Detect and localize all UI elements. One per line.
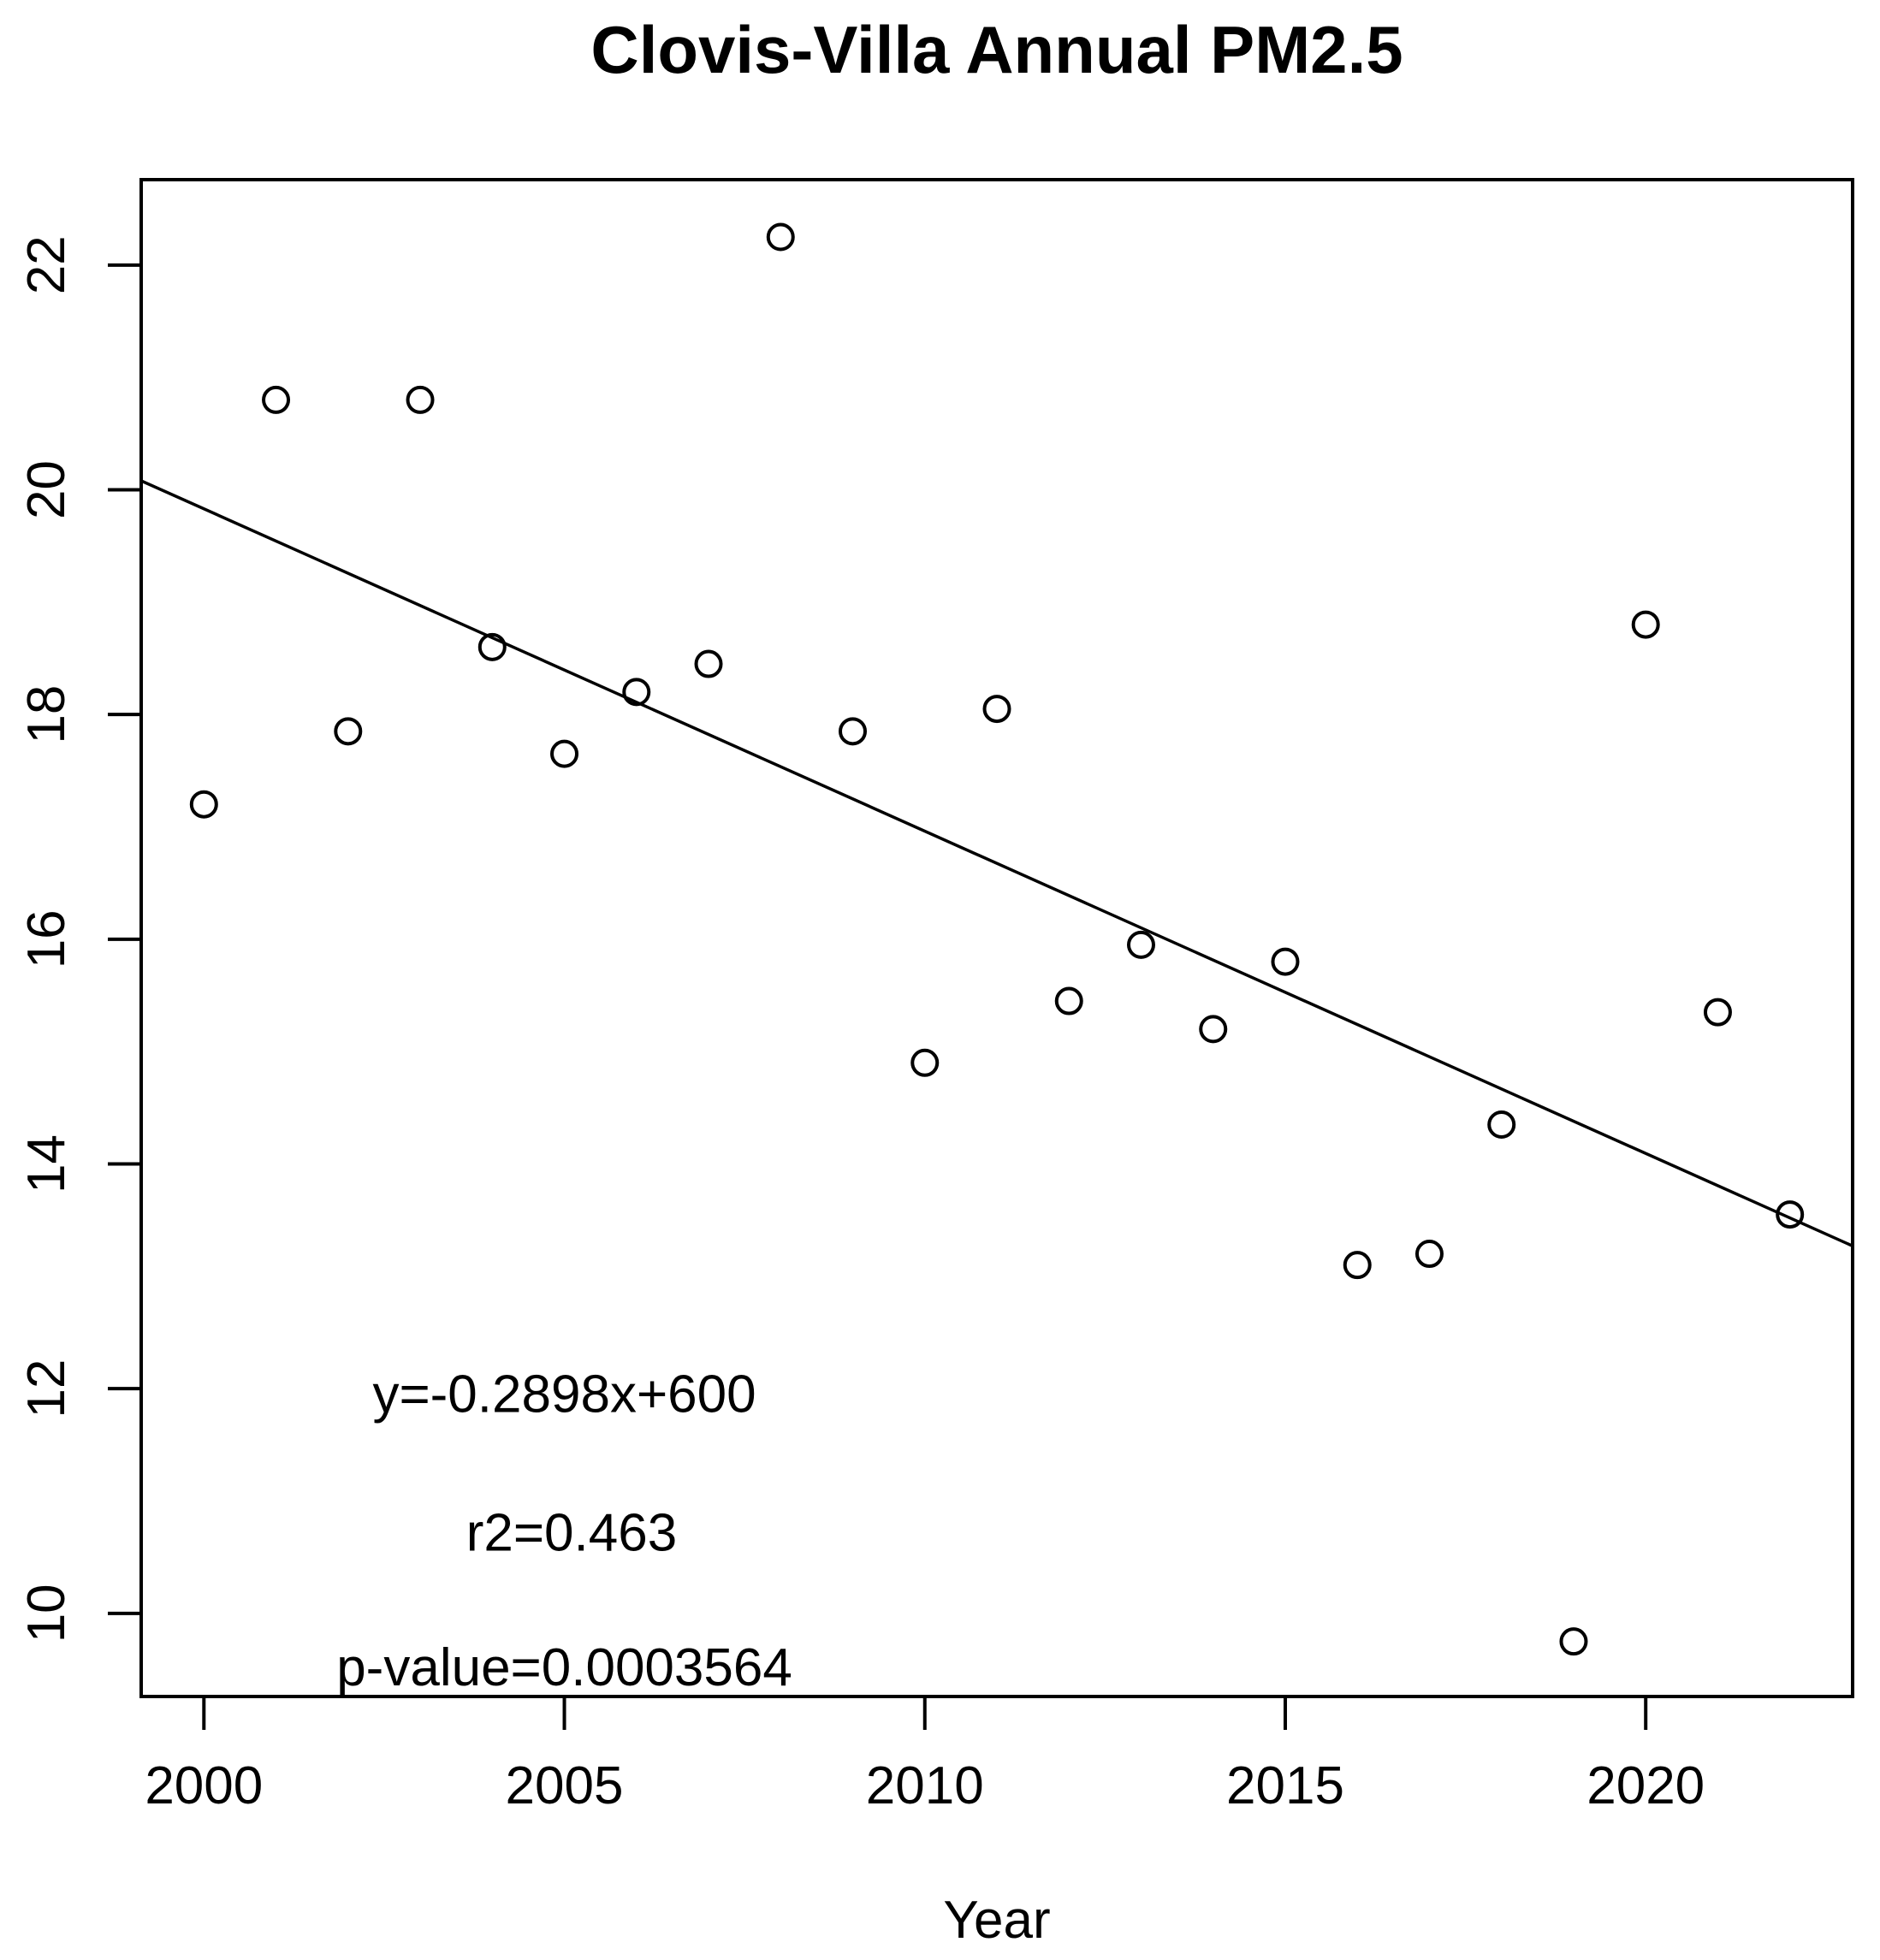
data-point xyxy=(262,385,291,414)
data-point xyxy=(1776,1200,1805,1229)
data-point xyxy=(550,739,579,768)
data-point xyxy=(406,385,435,414)
data-point xyxy=(1631,610,1660,639)
x-tick-label: 2020 xyxy=(1586,1756,1705,1815)
data-point xyxy=(1343,1251,1372,1280)
data-points-layer xyxy=(189,222,1805,1656)
y-tick-label: 14 xyxy=(17,1134,76,1193)
annotations-layer: y=-0.2898x+600 r2=0.463 p-value=0.0003564 xyxy=(336,1365,792,1697)
stat-annotation: r2=0.463 xyxy=(466,1503,678,1562)
data-point xyxy=(1054,986,1083,1016)
x-axis-title: Year xyxy=(943,1891,1050,1950)
y-tick-label: 18 xyxy=(17,685,76,744)
data-point xyxy=(189,790,218,819)
data-point xyxy=(1271,947,1300,976)
data-point xyxy=(982,695,1011,724)
stat-annotation: y=-0.2898x+600 xyxy=(372,1365,756,1424)
stat-annotation: p-value=0.0003564 xyxy=(336,1638,792,1697)
data-point xyxy=(1199,1015,1228,1044)
x-tick-label: 2000 xyxy=(145,1756,263,1815)
trend-line-layer xyxy=(140,479,1853,1247)
y-tick-label: 20 xyxy=(17,460,76,519)
y-tick-label: 16 xyxy=(17,909,76,968)
plot-box xyxy=(139,178,1854,1698)
chart-title: Clovis-Villa Annual PM2.5 xyxy=(590,12,1403,87)
y-tick-label: 22 xyxy=(17,235,76,294)
data-point xyxy=(1703,998,1732,1027)
axis-ticks: 2000 2005 2010 2015 2020 10 12 14 16 18 20 22 xyxy=(17,235,1705,1815)
y-tick-label: 10 xyxy=(17,1584,76,1643)
data-point xyxy=(622,678,651,707)
data-point xyxy=(766,222,795,252)
data-point xyxy=(839,717,868,746)
data-point xyxy=(477,632,507,661)
data-point xyxy=(334,717,363,746)
x-tick-label: 2010 xyxy=(866,1756,984,1815)
y-tick-label: 12 xyxy=(17,1359,76,1418)
x-tick-label: 2015 xyxy=(1226,1756,1344,1815)
data-point xyxy=(1487,1110,1516,1140)
data-point xyxy=(1126,930,1155,959)
data-point xyxy=(1559,1627,1588,1656)
data-point xyxy=(1414,1240,1444,1269)
data-point xyxy=(694,649,723,678)
regression-line xyxy=(140,479,1853,1247)
x-tick-label: 2005 xyxy=(506,1756,624,1815)
data-point xyxy=(910,1048,940,1077)
